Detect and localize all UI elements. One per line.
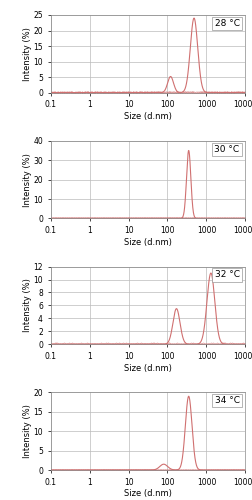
- Y-axis label: Intensity (%): Intensity (%): [23, 27, 32, 81]
- Text: 28 °C: 28 °C: [214, 19, 239, 28]
- Text: 30 °C: 30 °C: [214, 144, 239, 154]
- Y-axis label: Intensity (%): Intensity (%): [23, 404, 32, 458]
- X-axis label: Size (d.nm): Size (d.nm): [123, 490, 171, 498]
- Y-axis label: Intensity (%): Intensity (%): [23, 152, 32, 206]
- X-axis label: Size (d.nm): Size (d.nm): [123, 112, 171, 121]
- X-axis label: Size (d.nm): Size (d.nm): [123, 238, 171, 247]
- Y-axis label: Intensity (%): Intensity (%): [23, 278, 32, 332]
- X-axis label: Size (d.nm): Size (d.nm): [123, 364, 171, 372]
- Text: 34 °C: 34 °C: [214, 396, 239, 405]
- Text: 32 °C: 32 °C: [214, 270, 239, 280]
